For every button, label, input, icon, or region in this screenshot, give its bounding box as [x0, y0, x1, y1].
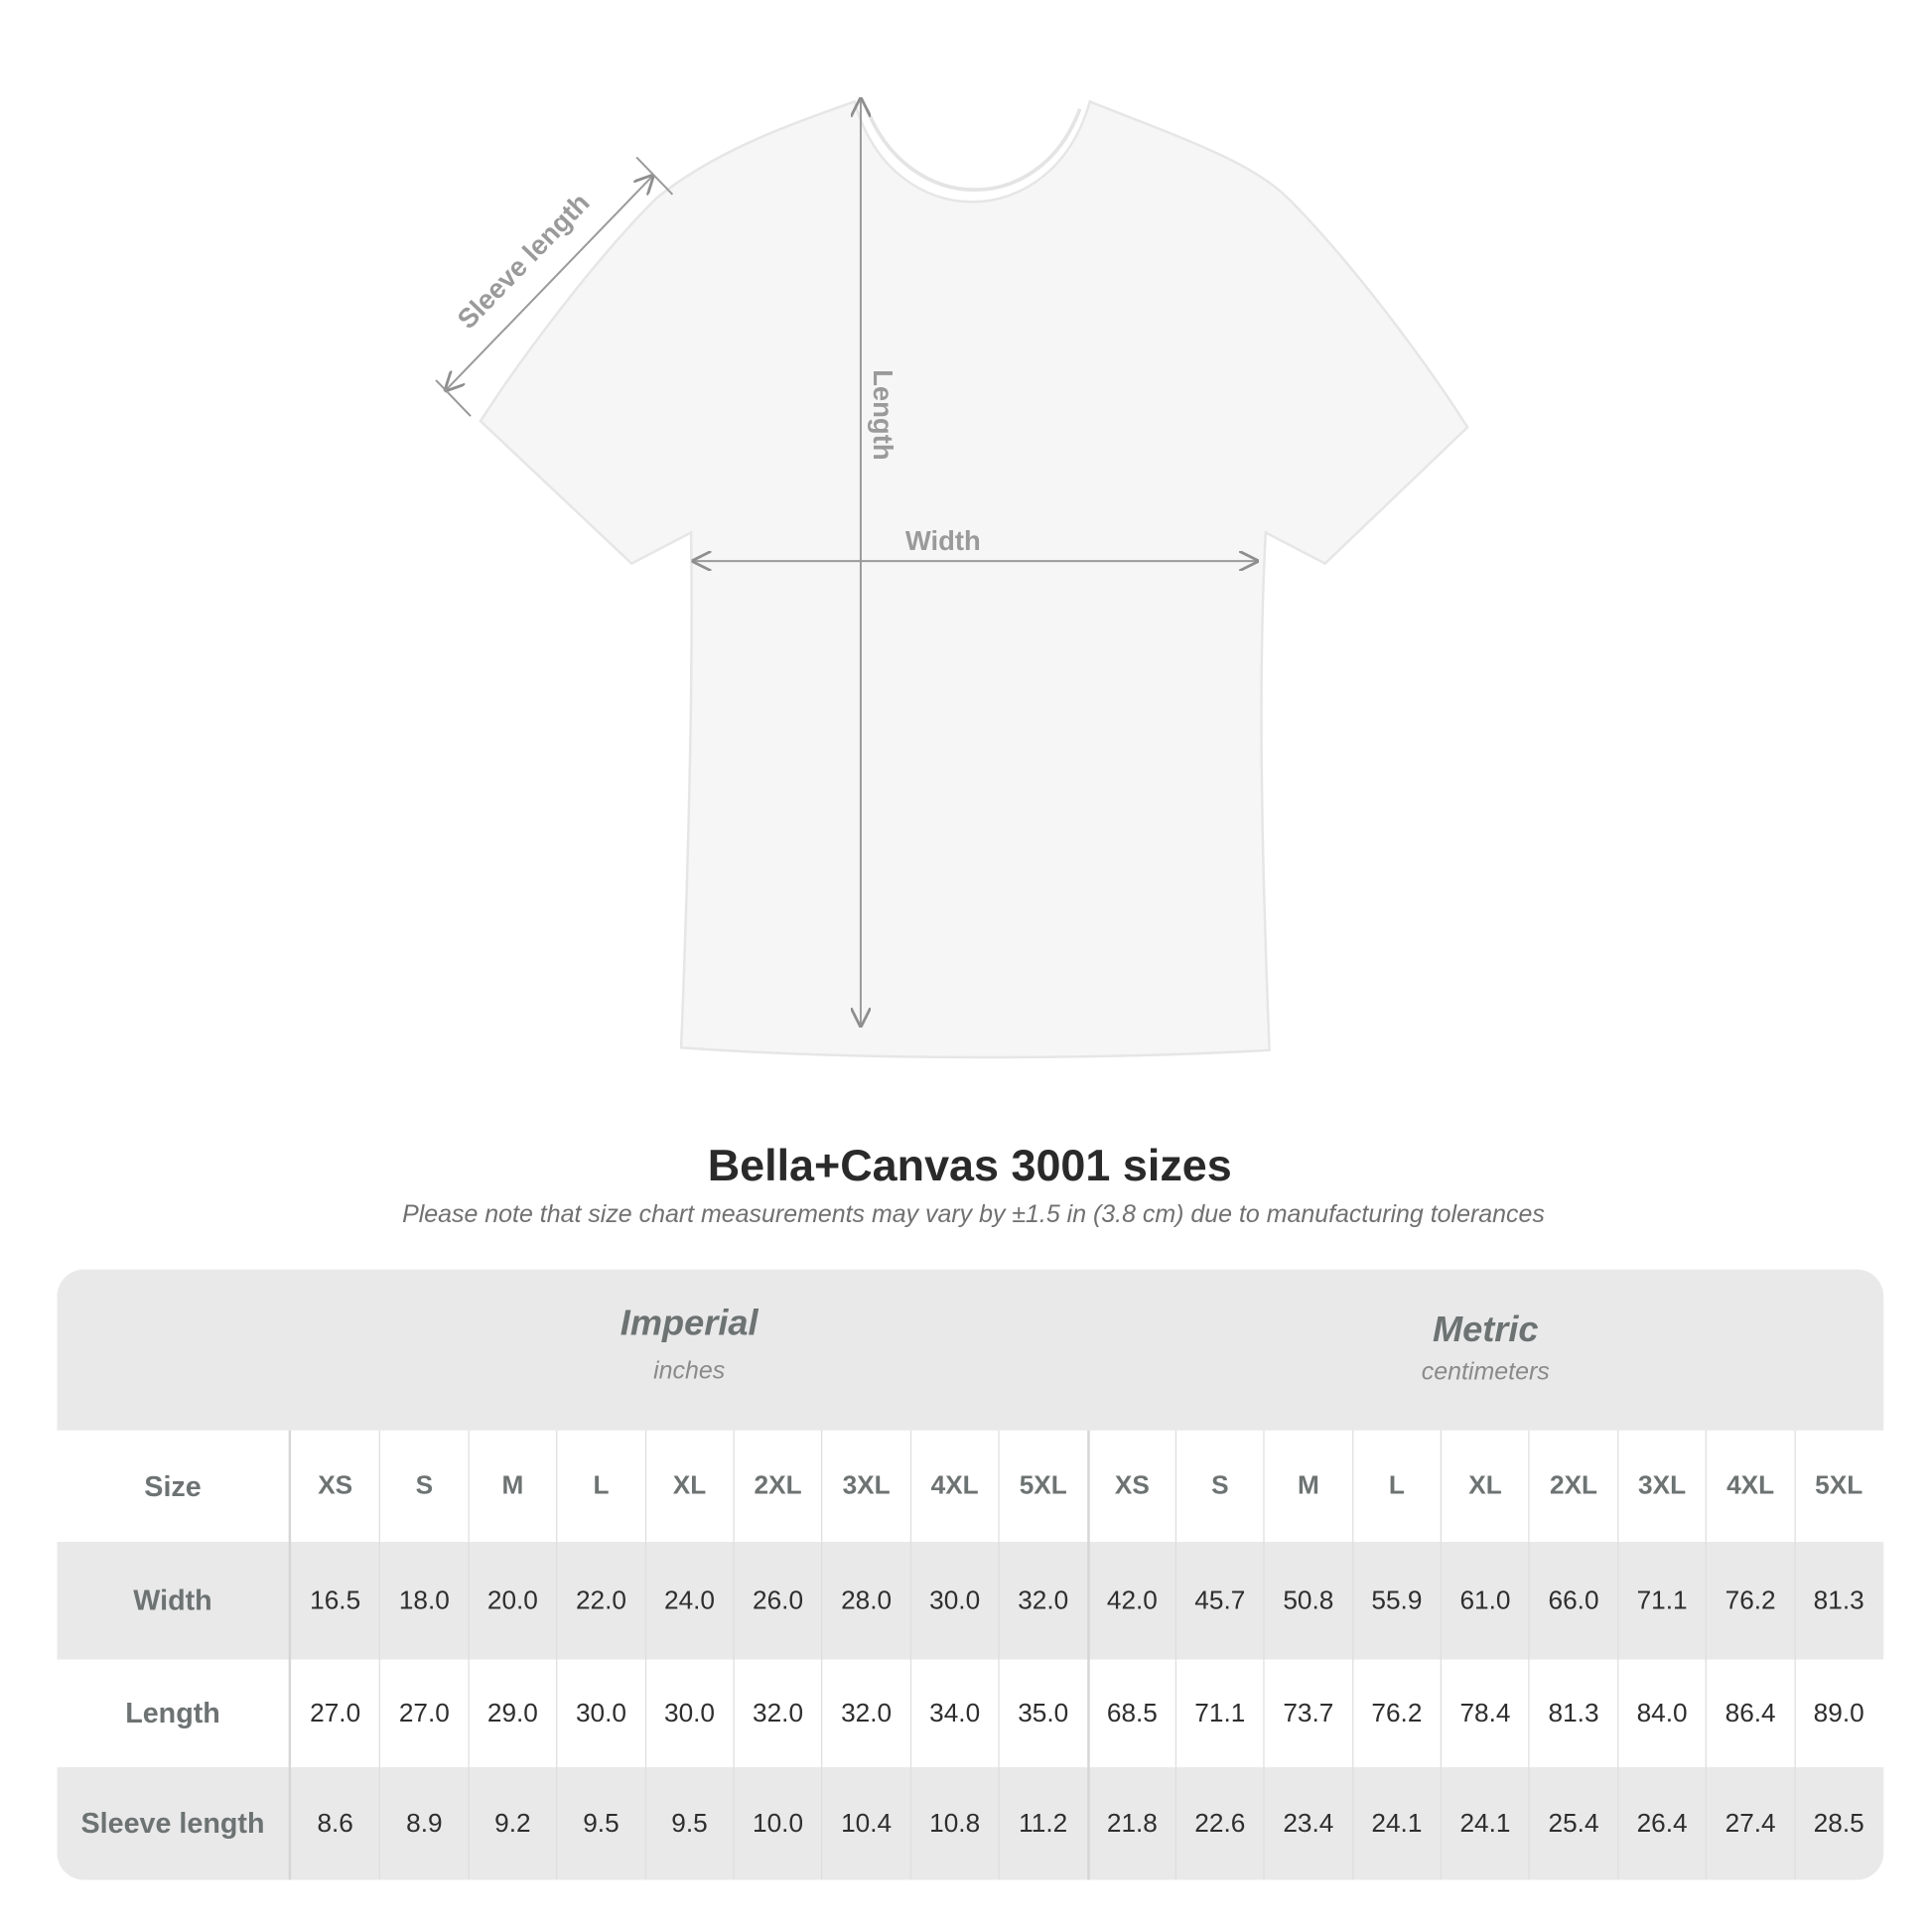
size-header-cell: L	[1351, 1430, 1441, 1543]
value-cell: 16.5	[310, 1586, 361, 1614]
row-label: Width	[57, 1542, 292, 1660]
value-cell: 86.4	[1705, 1659, 1794, 1768]
value-cell: 22.0	[556, 1542, 644, 1660]
value-cell: 30.0	[556, 1659, 644, 1768]
value-cell: 26.0	[733, 1542, 821, 1660]
size-header-cell: 3XL	[821, 1430, 909, 1543]
size-header-cell: 5XL	[1794, 1430, 1882, 1543]
value-cell: 61.0	[1440, 1542, 1529, 1660]
size-header-cell: 4XL	[909, 1430, 999, 1543]
tshirt-diagram	[435, 0, 1469, 1059]
value-cell: 35.0	[998, 1659, 1087, 1768]
value-cell: 27.0	[310, 1698, 361, 1727]
value-cell: 32.0	[998, 1542, 1087, 1660]
value-cell: 11.2	[998, 1767, 1087, 1880]
chart-title: Bella+Canvas 3001 sizes	[707, 1139, 1232, 1190]
size-header-cell: 5XL	[998, 1430, 1087, 1543]
size-header-cell: 2XL	[733, 1430, 821, 1543]
value-cell: 18.0	[379, 1542, 468, 1660]
value-cell: 71.1	[1174, 1659, 1264, 1768]
size-header-cell: S	[379, 1430, 468, 1543]
size-header-cell: XS	[1086, 1430, 1175, 1543]
size-header-cell: 4XL	[1705, 1430, 1794, 1543]
value-cell: 76.2	[1705, 1542, 1794, 1660]
metric-unit: centimeters	[1421, 1358, 1550, 1386]
value-cell: 42.0	[1086, 1542, 1175, 1660]
size-header-cell: L	[556, 1430, 644, 1543]
value-cell: 89.0	[1794, 1659, 1882, 1768]
value-cell: 9.2	[468, 1767, 556, 1880]
imperial-title: Imperial	[620, 1304, 759, 1344]
value-cell: 21.8	[1086, 1767, 1175, 1880]
size-header-cell: M	[468, 1430, 556, 1543]
value-cell: 68.5	[1086, 1659, 1175, 1768]
value-cell: 28.5	[1794, 1767, 1882, 1880]
value-cell: 24.1	[1351, 1767, 1441, 1880]
value-cell: 9.5	[556, 1767, 644, 1880]
value-cell: 81.3	[1794, 1542, 1882, 1660]
value-cell: 78.4	[1440, 1659, 1529, 1768]
row-label: Sleeve length	[57, 1767, 292, 1880]
size-header-cell: XL	[644, 1430, 733, 1543]
value-cell: 25.4	[1528, 1767, 1617, 1880]
metric-title: Metric	[1432, 1310, 1539, 1350]
value-cell: 34.0	[909, 1659, 999, 1768]
length-row: Length 27.0 27.0 29.0 30.0 30.0 32.0 32.0 34.0 35…	[57, 1659, 1883, 1768]
value-cell: 28.0	[821, 1542, 909, 1660]
metric-header: Metric centimeters	[1087, 1311, 1883, 1387]
size-header-cell: XS	[318, 1470, 353, 1500]
length-label: Length	[868, 369, 899, 461]
value-cell: 84.0	[1616, 1659, 1706, 1768]
sleeve-arrow	[446, 176, 652, 390]
value-cell: 9.5	[644, 1767, 733, 1880]
value-cell: 71.1	[1616, 1542, 1706, 1660]
value-cell: 10.8	[909, 1767, 999, 1880]
value-cell: 55.9	[1351, 1542, 1441, 1660]
value-cell: 27.4	[1705, 1767, 1794, 1880]
unit-header: Imperial inches Metric centimeters	[57, 1269, 1884, 1431]
sleeve-length-row: Sleeve length 8.6 8.9 9.2 9.5 9.5 10.0 10.4 10.8…	[57, 1767, 1884, 1880]
value-cell: 73.7	[1263, 1659, 1352, 1768]
value-cell: 8.6	[317, 1808, 353, 1838]
value-cell: 24.0	[644, 1542, 733, 1660]
value-cell: 81.3	[1528, 1659, 1617, 1768]
value-cell: 27.0	[379, 1659, 468, 1768]
value-cell: 45.7	[1174, 1542, 1264, 1660]
value-cell: 20.0	[468, 1542, 556, 1660]
value-cell: 8.9	[379, 1767, 468, 1880]
value-cell: 10.0	[733, 1767, 821, 1880]
value-cell: 30.0	[909, 1542, 999, 1660]
imperial-header: Imperial inches	[291, 1305, 1087, 1386]
size-header-cell: M	[1263, 1430, 1352, 1543]
value-cell: 32.0	[733, 1659, 821, 1768]
row-label: Size	[57, 1430, 292, 1543]
value-cell: 29.0	[468, 1659, 556, 1768]
size-header-cell: XL	[1440, 1430, 1529, 1543]
value-cell: 22.6	[1174, 1767, 1264, 1880]
value-cell: 10.4	[821, 1767, 909, 1880]
size-header-cell: 3XL	[1616, 1430, 1706, 1543]
value-cell: 30.0	[644, 1659, 733, 1768]
size-header-cell: S	[1174, 1430, 1264, 1543]
size-header-cell: 2XL	[1528, 1430, 1617, 1543]
tolerance-note: Please note that size chart measurements…	[402, 1200, 1545, 1229]
imperial-unit: inches	[653, 1357, 726, 1385]
width-row: Width 16.5 18.0 20.0 22.0 24.0 26.0 28.0 30.0 32.…	[57, 1542, 1884, 1660]
value-cell: 76.2	[1351, 1659, 1441, 1768]
width-label: Width	[904, 524, 981, 557]
row-label: Length	[57, 1659, 292, 1768]
value-cell: 26.4	[1616, 1767, 1706, 1880]
value-cell: 24.1	[1440, 1767, 1529, 1880]
value-cell: 32.0	[821, 1659, 909, 1768]
value-cell: 50.8	[1263, 1542, 1352, 1660]
value-cell: 66.0	[1528, 1542, 1617, 1660]
tshirt-shape	[479, 99, 1469, 1059]
value-cell: 23.4	[1263, 1767, 1352, 1880]
size-row: Size XS S M L XL 2XL 3XL 4XL 5XL XS S M L XL 2XL 3XL 4XL 5…	[57, 1430, 1883, 1543]
size-table: Imperial inches Metric centimeters Size X…	[57, 1269, 1884, 1880]
